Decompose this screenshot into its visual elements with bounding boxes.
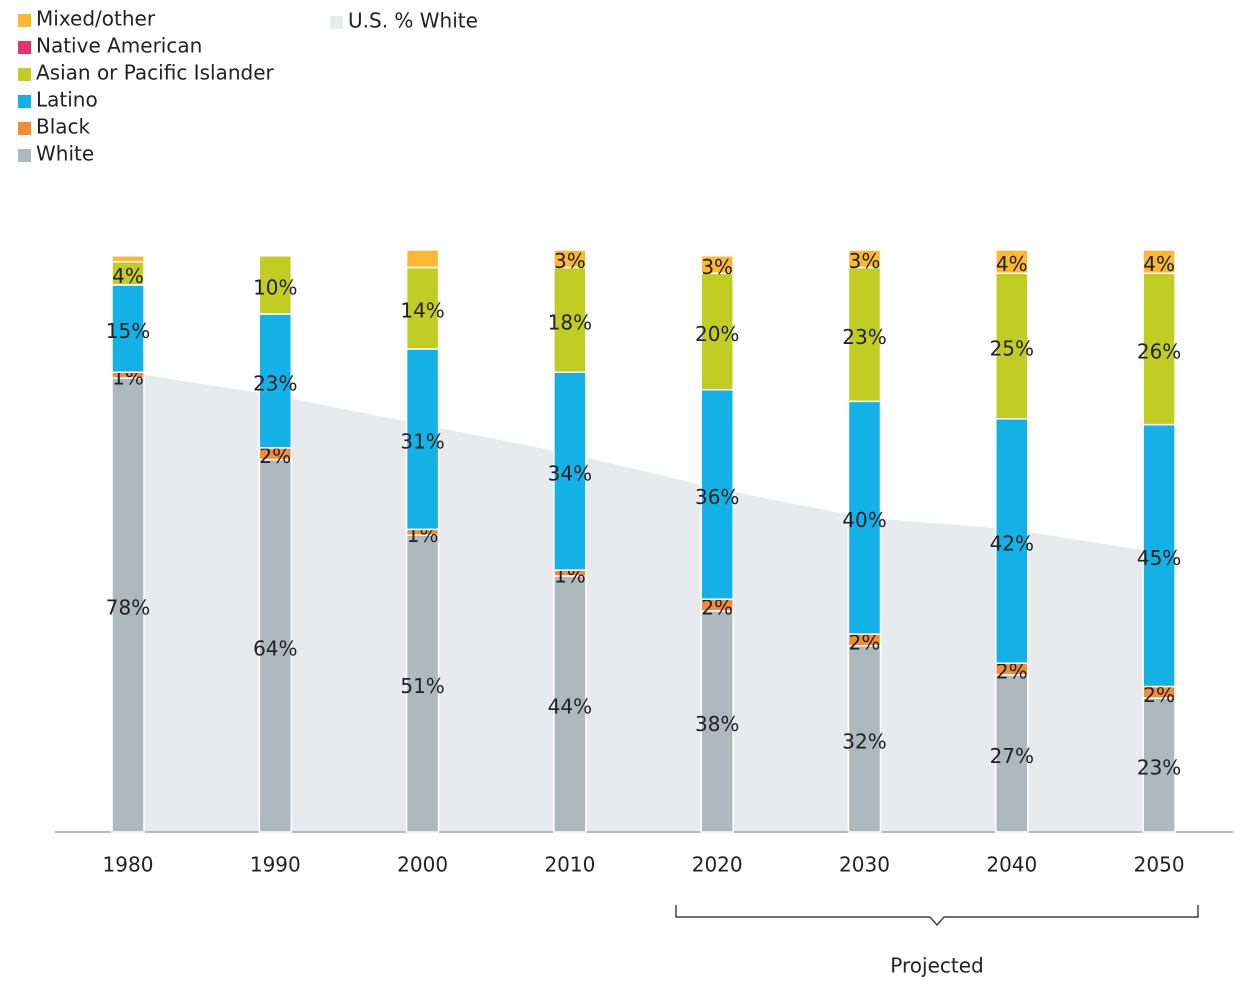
legend-swatch (18, 41, 31, 54)
legend-swatch (18, 68, 31, 81)
data-label: 27% (990, 744, 1034, 768)
data-label: 20% (695, 322, 739, 346)
data-label: 4% (1143, 252, 1175, 276)
data-label: 4% (996, 252, 1028, 276)
data-label: 32% (842, 729, 886, 753)
bar-segment (111, 255, 145, 263)
data-label: 78% (106, 596, 150, 620)
bar-segment (995, 674, 1029, 833)
x-tick-label: 1980 (103, 853, 154, 877)
bar-segment (847, 266, 882, 403)
data-label: 64% (253, 636, 297, 660)
legend-swatch (18, 149, 31, 162)
bar-segment (995, 418, 1029, 664)
data-label: 3% (554, 249, 586, 273)
x-tick-label: 2050 (1134, 853, 1185, 877)
bar-segment (553, 575, 587, 833)
bar-segment (405, 348, 440, 531)
data-label: 23% (253, 371, 297, 395)
data-label: 18% (548, 310, 592, 334)
bar-segment (405, 534, 440, 833)
legend-label: Latino (36, 88, 98, 112)
bar-segment (700, 610, 734, 833)
x-tick-label: 2040 (986, 853, 1037, 877)
data-label: 23% (842, 325, 886, 349)
data-label: 23% (1137, 756, 1181, 780)
data-label: 42% (990, 532, 1034, 556)
bar-segment (995, 249, 1029, 275)
data-label: 40% (842, 508, 886, 532)
bar-segment (700, 255, 734, 275)
data-label: 4% (112, 264, 144, 288)
legend-swatch (330, 16, 343, 29)
x-tick-label: 2020 (692, 853, 743, 877)
bar-segment (258, 458, 293, 833)
data-label: 25% (990, 337, 1034, 361)
bar-segment (847, 249, 882, 269)
data-label: 36% (695, 485, 739, 509)
bar-segment (995, 272, 1029, 420)
data-label: 26% (1137, 339, 1181, 363)
data-label: 34% (548, 462, 592, 486)
area (128, 372, 1160, 832)
annotation: Projected (890, 954, 983, 978)
data-label: 31% (400, 430, 444, 454)
data-label: 15% (106, 319, 150, 343)
bar-segment (258, 255, 293, 315)
bar-segment (405, 249, 440, 269)
data-label: 44% (548, 694, 592, 718)
bar-segment (1142, 272, 1176, 426)
legend-label: Asian or Pacific Islander (36, 61, 274, 85)
data-label: 3% (701, 255, 733, 279)
x-tick-label: 1990 (250, 853, 301, 877)
bar-segment (847, 645, 882, 833)
data-label: 51% (400, 674, 444, 698)
legend-label: Black (36, 115, 91, 139)
x-tick-label: 2010 (544, 853, 595, 877)
bar-segment (258, 313, 293, 449)
data-label: 3% (849, 249, 881, 273)
legend-swatch (18, 14, 31, 27)
bar-segment (111, 284, 145, 373)
legend-label: U.S. % White (348, 9, 478, 33)
legend-swatch (18, 95, 31, 108)
data-label: 38% (695, 712, 739, 736)
bar-segment (111, 377, 145, 833)
bar-segment (553, 371, 587, 571)
legend-label: Mixed/other (36, 7, 156, 31)
data-label: 14% (400, 299, 444, 323)
legend-label: White (36, 142, 94, 166)
bar-segment (553, 249, 587, 269)
legend-label: Native American (36, 34, 202, 58)
x-tick-label: 2000 (397, 853, 448, 877)
legend-swatch (18, 122, 31, 135)
x-tick-label: 2030 (839, 853, 890, 877)
bar-segment (1142, 249, 1176, 275)
projected-bracket (675, 905, 1199, 927)
data-label: 45% (1137, 546, 1181, 570)
data-label: 10% (253, 275, 297, 299)
